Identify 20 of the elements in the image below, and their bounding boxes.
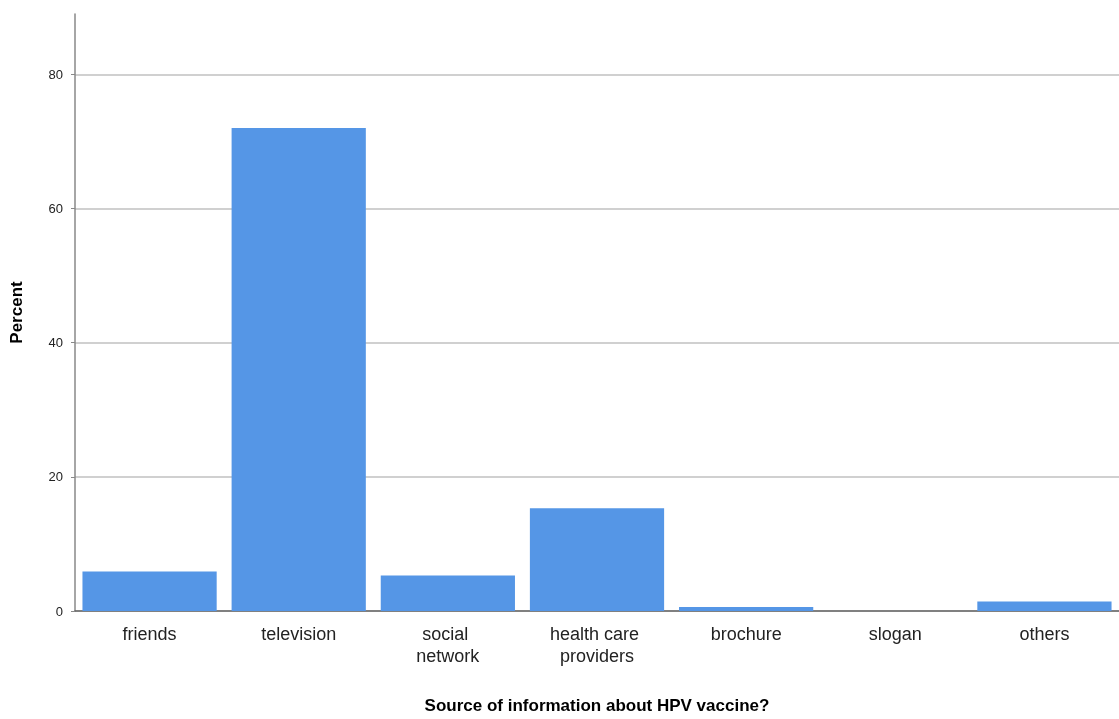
y-tick-label: 80 — [48, 66, 63, 82]
x-tick-label: others — [1019, 624, 1070, 644]
bar — [529, 508, 665, 611]
x-tick-label: friends — [122, 624, 177, 644]
x-tick-label: health care providers — [549, 624, 645, 666]
bar — [679, 606, 814, 611]
y-tick-label: 20 — [48, 469, 63, 485]
x-tick-label: television — [261, 624, 337, 644]
x-tick-label: social network — [416, 624, 481, 666]
x-axis-title: Source of information about HPV vaccine? — [424, 696, 770, 715]
bar — [231, 128, 366, 611]
x-tick-label: brochure — [710, 624, 782, 644]
y-tick-label: 0 — [55, 603, 63, 619]
bar — [977, 601, 1112, 611]
y-axis-title: Percent — [7, 280, 26, 344]
bar — [380, 575, 515, 611]
y-tick-label: 60 — [48, 201, 63, 217]
bar — [82, 571, 217, 611]
y-tick-label: 40 — [48, 335, 63, 351]
x-tick-label: slogan — [868, 624, 922, 644]
